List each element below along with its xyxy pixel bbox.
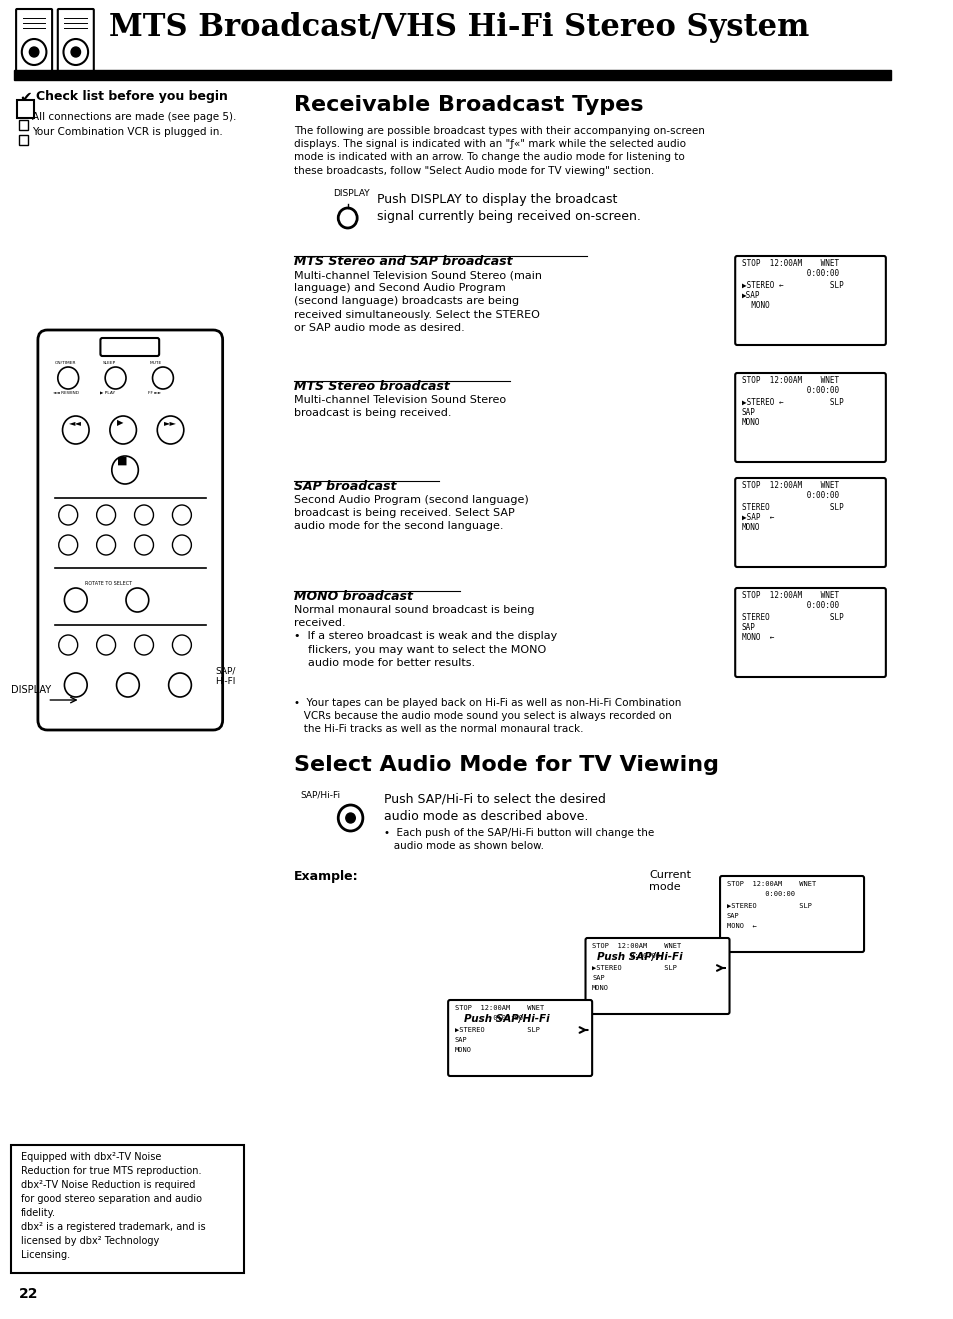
Text: SAP broadcast: SAP broadcast xyxy=(294,480,395,493)
Text: MONO: MONO xyxy=(741,418,760,427)
Text: ROTATE TO SELECT: ROTATE TO SELECT xyxy=(85,580,132,586)
Text: MONO  ←: MONO ← xyxy=(741,633,774,642)
Text: STEREO             SLP: STEREO SLP xyxy=(741,613,842,623)
FancyBboxPatch shape xyxy=(585,938,729,1014)
Text: ▶STEREO          SLP: ▶STEREO SLP xyxy=(726,904,811,909)
Text: STOP  12:00AM    WNET: STOP 12:00AM WNET xyxy=(726,881,815,886)
FancyBboxPatch shape xyxy=(16,9,52,77)
Text: 0:00:00: 0:00:00 xyxy=(741,269,838,278)
Text: Second Audio Program (second language)
broadcast is being received. Select SAP
a: Second Audio Program (second language) b… xyxy=(294,495,528,532)
Text: ▶STEREO          SLP: ▶STEREO SLP xyxy=(592,966,677,971)
Text: Push SAP/Hi-Fi: Push SAP/Hi-Fi xyxy=(597,952,681,962)
Text: STOP  12:00AM    WNET: STOP 12:00AM WNET xyxy=(741,376,838,385)
Circle shape xyxy=(71,47,80,57)
Text: SAP/: SAP/ xyxy=(214,666,235,675)
Text: SAP: SAP xyxy=(592,975,604,981)
Text: Receivable Broadcast Types: Receivable Broadcast Types xyxy=(294,95,642,115)
Text: ▶SAP: ▶SAP xyxy=(741,291,760,299)
FancyBboxPatch shape xyxy=(100,338,159,356)
Text: 22: 22 xyxy=(19,1287,38,1301)
FancyBboxPatch shape xyxy=(58,9,93,77)
FancyBboxPatch shape xyxy=(38,330,222,729)
Text: ▶STEREO ←          SLP: ▶STEREO ← SLP xyxy=(741,281,842,290)
Text: Normal monaural sound broadcast is being
received.
•  If a stereo broadcast is w: Normal monaural sound broadcast is being… xyxy=(294,605,557,667)
Text: SAP: SAP xyxy=(741,408,755,417)
Text: MONO: MONO xyxy=(741,524,760,532)
FancyBboxPatch shape xyxy=(735,373,885,462)
Text: DISPLAY: DISPLAY xyxy=(11,685,51,695)
Text: MUTE: MUTE xyxy=(150,361,162,365)
FancyBboxPatch shape xyxy=(448,1000,592,1076)
Text: ▶SAP  ←: ▶SAP ← xyxy=(741,513,774,522)
Text: Check list before you begin: Check list before you begin xyxy=(36,90,228,103)
Text: STOP  12:00AM    WNET: STOP 12:00AM WNET xyxy=(741,259,838,268)
Circle shape xyxy=(345,813,355,823)
Text: ◄◄: ◄◄ xyxy=(69,418,82,427)
Text: ✔: ✔ xyxy=(19,90,31,106)
FancyBboxPatch shape xyxy=(11,1145,244,1273)
FancyBboxPatch shape xyxy=(720,876,863,952)
Text: 0:00:00: 0:00:00 xyxy=(592,954,659,959)
Text: SLEEP: SLEEP xyxy=(102,361,115,365)
Text: SAP: SAP xyxy=(741,623,755,632)
FancyBboxPatch shape xyxy=(735,477,885,567)
Text: Your Combination VCR is plugged in.: Your Combination VCR is plugged in. xyxy=(32,127,223,137)
Text: 0:00:00: 0:00:00 xyxy=(455,1016,522,1021)
Text: ON/TIMER: ON/TIMER xyxy=(55,361,76,365)
Text: 0:00:00: 0:00:00 xyxy=(741,386,838,394)
Text: HI-FI: HI-FI xyxy=(214,677,235,686)
Text: MTS Stereo broadcast: MTS Stereo broadcast xyxy=(294,380,449,393)
Text: 0:00:00: 0:00:00 xyxy=(741,601,838,609)
Text: ◄◄ REWIND: ◄◄ REWIND xyxy=(53,390,79,394)
Text: Multi-channel Television Sound Stereo
broadcast is being received.: Multi-channel Television Sound Stereo br… xyxy=(294,394,505,418)
Text: MONO: MONO xyxy=(455,1047,472,1053)
Text: ▶ PLAY: ▶ PLAY xyxy=(100,390,115,394)
Text: The following are possible broadcast types with their accompanying on-screen
dis: The following are possible broadcast typ… xyxy=(294,127,704,175)
Bar xyxy=(14,70,890,80)
Text: •  Your tapes can be played back on Hi-Fi as well as non-Hi-Fi Combination
   VC: • Your tapes can be played back on Hi-Fi… xyxy=(294,698,680,735)
Text: Push DISPLAY to display the broadcast
signal currently being received on-screen.: Push DISPLAY to display the broadcast si… xyxy=(376,193,640,223)
FancyBboxPatch shape xyxy=(19,135,29,145)
Text: Example:: Example: xyxy=(294,871,358,882)
FancyBboxPatch shape xyxy=(735,588,885,677)
FancyBboxPatch shape xyxy=(17,100,34,117)
Text: ►►: ►► xyxy=(164,418,176,427)
Text: All connections are made (see page 5).: All connections are made (see page 5). xyxy=(32,112,236,121)
Text: SAP/Hi-Fi: SAP/Hi-Fi xyxy=(300,791,340,801)
Text: STOP  12:00AM    WNET: STOP 12:00AM WNET xyxy=(455,1005,543,1010)
Text: STOP  12:00AM    WNET: STOP 12:00AM WNET xyxy=(592,943,680,948)
Text: ▶: ▶ xyxy=(116,418,123,427)
Text: Push SAP/Hi-Fi: Push SAP/Hi-Fi xyxy=(464,1014,549,1024)
Text: MONO broadcast: MONO broadcast xyxy=(294,590,413,603)
Text: SAP: SAP xyxy=(726,913,739,919)
Text: SAP: SAP xyxy=(455,1037,467,1043)
Text: Select Audio Mode for TV Viewing: Select Audio Mode for TV Viewing xyxy=(294,754,718,776)
Text: STEREO             SLP: STEREO SLP xyxy=(741,503,842,512)
Text: STOP  12:00AM    WNET: STOP 12:00AM WNET xyxy=(741,481,838,489)
Text: Current
mode: Current mode xyxy=(648,871,690,892)
Text: Equipped with dbx²-TV Noise
Reduction for true MTS reproduction.
dbx²-TV Noise R: Equipped with dbx²-TV Noise Reduction fo… xyxy=(21,1151,205,1260)
Text: MONO  ←: MONO ← xyxy=(726,923,756,929)
FancyBboxPatch shape xyxy=(19,120,29,131)
Text: MONO: MONO xyxy=(592,985,609,991)
Text: Multi-channel Television Sound Stereo (main
language) and Second Audio Program
(: Multi-channel Television Sound Stereo (m… xyxy=(294,270,541,332)
Text: MONO: MONO xyxy=(741,301,769,310)
FancyBboxPatch shape xyxy=(735,256,885,346)
Text: DISPLAY: DISPLAY xyxy=(334,189,370,198)
Circle shape xyxy=(30,47,39,57)
Text: •  Each push of the SAP/Hi-Fi button will change the
   audio mode as shown belo: • Each push of the SAP/Hi-Fi button will… xyxy=(383,828,653,851)
Text: 0:00:00: 0:00:00 xyxy=(726,892,794,897)
Text: ■: ■ xyxy=(117,456,128,466)
Text: MTS Stereo and SAP broadcast: MTS Stereo and SAP broadcast xyxy=(294,255,512,268)
Text: ▶STEREO ←          SLP: ▶STEREO ← SLP xyxy=(741,398,842,408)
Text: ▶STEREO          SLP: ▶STEREO SLP xyxy=(455,1028,539,1033)
Text: STOP  12:00AM    WNET: STOP 12:00AM WNET xyxy=(741,591,838,600)
Text: Push SAP/Hi-Fi to select the desired
audio mode as described above.: Push SAP/Hi-Fi to select the desired aud… xyxy=(383,793,605,823)
Text: FF ►►: FF ►► xyxy=(148,390,161,394)
Text: 0:00:00: 0:00:00 xyxy=(741,491,838,500)
Text: MTS Broadcast/VHS Hi-Fi Stereo System: MTS Broadcast/VHS Hi-Fi Stereo System xyxy=(109,12,808,44)
